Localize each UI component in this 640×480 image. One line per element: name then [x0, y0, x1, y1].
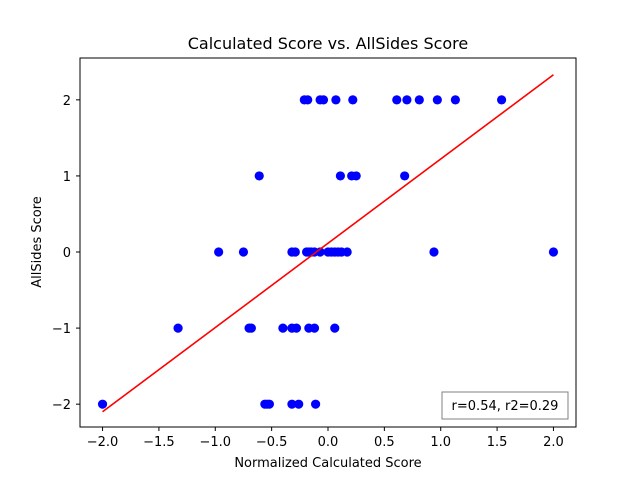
- data-point: [246, 323, 256, 333]
- y-tick-label: 2: [63, 94, 71, 109]
- data-point: [254, 171, 264, 181]
- data-point: [264, 399, 274, 409]
- x-tick-label: 0.5: [374, 435, 395, 450]
- data-point: [497, 95, 507, 105]
- data-point: [342, 247, 352, 257]
- data-point: [97, 399, 108, 409]
- x-tick-label: −2.0: [87, 435, 119, 450]
- x-tick-label: 2.0: [543, 435, 564, 450]
- data-point: [303, 95, 313, 105]
- data-point: [402, 95, 412, 105]
- data-point: [291, 323, 302, 333]
- y-tick-label: 1: [63, 170, 71, 185]
- y-axis-ticks: −2 −1 0 1 2: [52, 94, 80, 413]
- data-point: [400, 171, 410, 181]
- data-point: [432, 95, 442, 105]
- x-tick-label: −1.0: [199, 435, 231, 450]
- data-point: [309, 323, 320, 333]
- stats-annotation-box: [441, 391, 569, 420]
- data-point: [315, 247, 325, 257]
- x-tick-label: 1.0: [430, 435, 451, 450]
- x-tick-label: 0.0: [318, 435, 339, 450]
- data-point: [335, 171, 345, 181]
- data-point: [318, 95, 329, 105]
- stats-annotation-text: r=0.54, r2=0.29: [452, 399, 559, 414]
- data-point: [429, 247, 439, 257]
- plot-marks: [97, 74, 559, 413]
- x-axis-label: Normalized Calculated Score: [234, 456, 421, 471]
- data-point: [294, 399, 304, 409]
- data-point: [173, 323, 183, 333]
- x-axis-ticks: −2.0 −1.5 −1.0 −0.5 0.0 0.5 1.0 1.5 2.0: [87, 427, 564, 450]
- y-tick-label: −1: [52, 322, 71, 337]
- data-point: [238, 247, 249, 257]
- data-point: [290, 247, 300, 257]
- data-point: [214, 247, 224, 257]
- y-tick-label: −2: [52, 398, 71, 413]
- data-point: [351, 171, 361, 181]
- data-point: [278, 323, 288, 333]
- y-tick-label: 0: [63, 246, 71, 261]
- data-point: [392, 95, 402, 105]
- data-point: [348, 95, 358, 105]
- x-tick-label: 1.5: [487, 435, 508, 450]
- x-tick-label: −1.5: [143, 435, 175, 450]
- data-point: [311, 399, 321, 409]
- data-point: [414, 95, 424, 105]
- y-axis-label: AllSides Score: [30, 196, 45, 288]
- data-point: [548, 247, 559, 257]
- x-tick-label: −0.5: [256, 435, 288, 450]
- data-point: [287, 399, 297, 409]
- chart-title: Calculated Score vs. AllSides Score: [188, 34, 469, 53]
- stats-annotation: r=0.54, r2=0.29: [441, 391, 569, 420]
- data-point: [450, 95, 460, 105]
- data-point: [331, 95, 341, 105]
- fit-line: [102, 74, 554, 413]
- data-point: [330, 323, 340, 333]
